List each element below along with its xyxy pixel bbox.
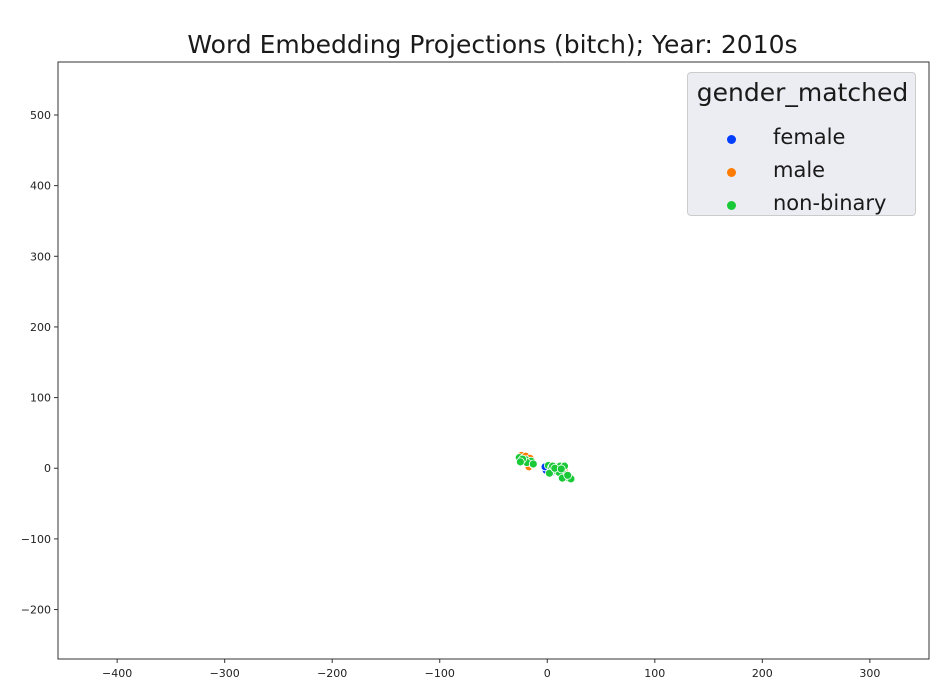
- data-points: [514, 451, 576, 484]
- x-tick-label: 0: [544, 667, 551, 680]
- x-tick-label: −200: [317, 667, 347, 680]
- y-tick-label: 0: [44, 462, 51, 475]
- legend-marker-non-binary: [727, 201, 736, 210]
- y-tick-label: 400: [30, 180, 51, 193]
- legend-item-male: male: [688, 158, 917, 188]
- data-point-non-binary: [556, 464, 566, 474]
- data-point-non-binary: [528, 459, 538, 469]
- x-tick-label: 200: [752, 667, 773, 680]
- legend-item-female: female: [688, 125, 917, 155]
- legend-label-male: male: [773, 158, 826, 182]
- x-tick-label: 300: [859, 667, 880, 680]
- data-point-non-binary: [515, 457, 525, 467]
- y-tick-label: 300: [30, 250, 51, 263]
- plot-frame: [57, 61, 930, 660]
- chart-title: Word Embedding Projections (bitch); Year…: [187, 30, 798, 59]
- x-tick-label: −100: [425, 667, 455, 680]
- legend-marker-male: [727, 168, 736, 177]
- legend-item-non-binary: non-binary: [688, 191, 917, 221]
- legend-label-non-binary: non-binary: [773, 191, 887, 215]
- x-tick-label: −300: [210, 667, 240, 680]
- x-axis: −400 −300 −200 −100 0 100 200 300: [102, 659, 880, 680]
- legend-title: gender_matched: [696, 78, 909, 107]
- y-tick-label: −100: [21, 533, 51, 546]
- y-tick-label: 500: [30, 109, 51, 122]
- legend: gender_matched female male non-binary: [687, 72, 916, 216]
- x-tick-label: 100: [644, 667, 665, 680]
- data-point-non-binary: [563, 470, 573, 480]
- y-tick-label: 200: [30, 321, 51, 334]
- x-tick-label: −400: [102, 667, 132, 680]
- y-axis: −200 −100 0 100 200 300 400 500: [21, 109, 58, 617]
- legend-label-female: female: [773, 125, 846, 149]
- y-tick-label: −200: [21, 604, 51, 617]
- legend-marker-female: [727, 135, 736, 144]
- y-tick-label: 100: [30, 392, 51, 405]
